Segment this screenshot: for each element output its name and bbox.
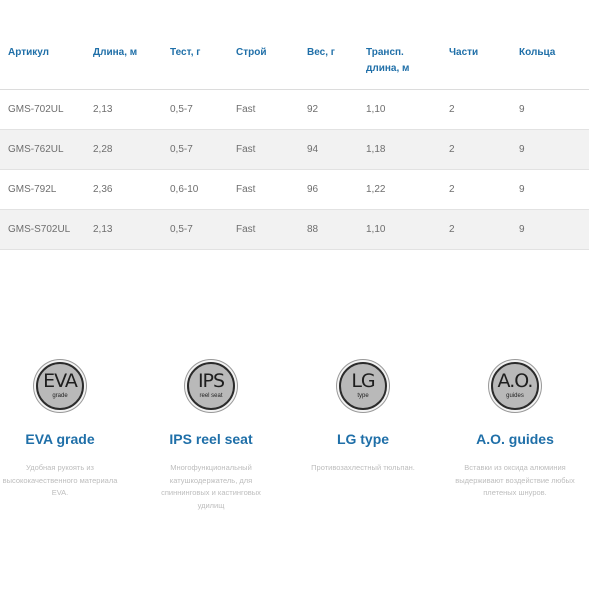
column-header-transport-line2: длина, м	[366, 63, 410, 74]
feature-description: Вставки из оксида алюминия выдерживают в…	[455, 463, 575, 497]
column-header-transport-line1: Трансп.	[366, 47, 404, 58]
cell-guides: 9	[519, 104, 525, 115]
badge-main-text: A.O.	[497, 370, 534, 392]
cell-action: Fast	[236, 144, 256, 155]
cell-test: 0,5-7	[170, 224, 193, 235]
cell-transport-length: 1,22	[366, 184, 386, 195]
feature-description: Многофункциональный катушкодержатель, дл…	[161, 463, 261, 510]
feature-ips-reel-seat: IPS reel seat IPS reel seat Многофункцио…	[141, 362, 281, 512]
cell-weight: 94	[307, 144, 319, 155]
cell-guides: 9	[519, 144, 525, 155]
table-row: GMS-S702UL 2,13 0,5-7 Fast 88 1,10 2 9	[0, 210, 589, 250]
cell-sections: 2	[449, 104, 455, 115]
column-header-sections: Части	[449, 47, 479, 58]
cell-weight: 92	[307, 104, 319, 115]
cell-action: Fast	[236, 104, 256, 115]
cell-weight: 96	[307, 184, 319, 195]
column-header-guides: Кольца	[519, 47, 556, 58]
column-header-article: Артикул	[8, 47, 50, 58]
table-row: GMS-762UL 2,28 0,5-7 Fast 94 1,18 2 9	[0, 130, 589, 170]
feature-ao-guides: A.O. guides A.O. guides Вставки из оксид…	[445, 362, 585, 500]
cell-article: GMS-792L	[8, 184, 57, 195]
cell-sections: 2	[449, 224, 455, 235]
cell-action: Fast	[236, 184, 256, 195]
cell-length: 2,13	[93, 104, 113, 115]
feature-title: EVA grade	[25, 431, 95, 447]
table-header-row: Артикул Длина, м Тест, г Строй Вес, г Тр…	[0, 0, 589, 90]
cell-transport-length: 1,10	[366, 104, 386, 115]
badge-main-text: EVA	[43, 370, 78, 392]
badge-sub-text: type	[357, 393, 369, 399]
badge-main-text: LG	[351, 370, 375, 392]
feature-eva-grade: EVA grade EVA grade Удобная рукоять из в…	[0, 362, 130, 500]
cell-article: GMS-702UL	[8, 104, 64, 115]
cell-action: Fast	[236, 224, 256, 235]
eva-grade-badge-icon: EVA grade	[36, 362, 84, 410]
ao-guides-badge-icon: A.O. guides	[491, 362, 539, 410]
column-header-length: Длина, м	[93, 47, 138, 58]
column-header-test: Тест, г	[170, 47, 201, 58]
feature-lg-type: LG type LG type Противозахлестный тюльпа…	[293, 362, 433, 475]
cell-article: GMS-S702UL	[8, 224, 71, 235]
feature-description: Удобная рукоять из высококачественного м…	[2, 463, 118, 497]
feature-description: Противозахлестный тюльпан.	[311, 463, 415, 472]
cell-length: 2,28	[93, 144, 113, 155]
cell-article: GMS-762UL	[8, 144, 64, 155]
cell-sections: 2	[449, 144, 455, 155]
feature-title: A.O. guides	[476, 431, 554, 447]
badge-sub-text: reel seat	[199, 393, 223, 399]
cell-guides: 9	[519, 224, 525, 235]
column-header-action: Строй	[236, 47, 267, 58]
cell-transport-length: 1,10	[366, 224, 386, 235]
cell-sections: 2	[449, 184, 455, 195]
cell-test: 0,5-7	[170, 104, 193, 115]
cell-length: 2,36	[93, 184, 113, 195]
cell-transport-length: 1,18	[366, 144, 386, 155]
column-header-transport-length: Трансп. длина, м	[366, 45, 409, 77]
cell-test: 0,6-10	[170, 184, 199, 195]
badge-sub-text: grade	[52, 393, 68, 399]
column-header-weight: Вес, г	[307, 47, 335, 58]
features-section: EVA grade EVA grade Удобная рукоять из в…	[0, 362, 589, 532]
ips-reel-seat-badge-icon: IPS reel seat	[187, 362, 235, 410]
feature-title: LG type	[336, 431, 390, 447]
cell-test: 0,5-7	[170, 144, 193, 155]
cell-weight: 88	[307, 224, 319, 235]
cell-length: 2,13	[93, 224, 113, 235]
badge-sub-text: guides	[506, 393, 524, 399]
table-row: GMS-702UL 2,13 0,5-7 Fast 92 1,10 2 9	[0, 90, 589, 130]
feature-title: IPS reel seat	[169, 431, 253, 447]
badge-main-text: IPS	[197, 370, 225, 392]
lg-type-badge-icon: LG type	[339, 362, 387, 410]
specs-table: Артикул Длина, м Тест, г Строй Вес, г Тр…	[0, 0, 589, 250]
table-row: GMS-792L 2,36 0,6-10 Fast 96 1,22 2 9	[0, 170, 589, 210]
cell-guides: 9	[519, 184, 525, 195]
